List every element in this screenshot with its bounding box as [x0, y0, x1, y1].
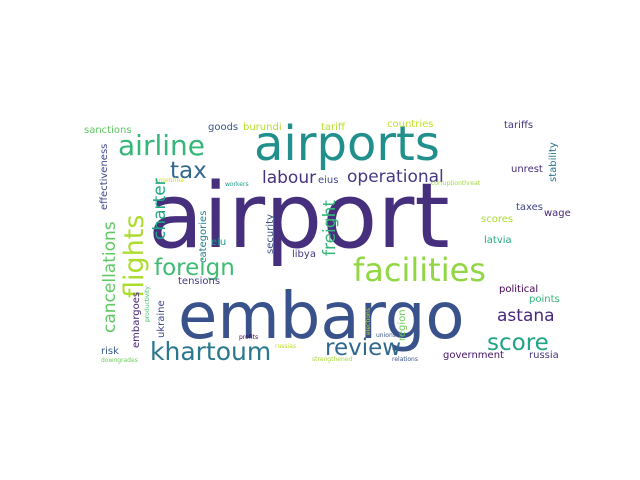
word-points: points	[529, 294, 560, 305]
word-ukraine: ukraine	[156, 300, 167, 338]
word-libya: libya	[292, 249, 316, 260]
word-flights: flights	[119, 215, 150, 298]
word-wage: wage	[544, 208, 571, 219]
word-russias: russias	[275, 343, 296, 350]
word-charter: charter	[150, 178, 170, 240]
word-strengthened: strengthened	[312, 356, 352, 363]
word-airports: airports	[254, 116, 440, 172]
word-freight: freight	[320, 200, 340, 256]
word-government: government	[443, 350, 504, 361]
word-embargo: embargo	[178, 280, 465, 354]
word-political: political	[499, 284, 538, 295]
word-relations: relations	[392, 356, 418, 363]
word-risk: risk	[101, 346, 119, 357]
word-khartoum: khartoum	[150, 337, 271, 366]
word-scores: scores	[481, 214, 513, 225]
word-tariff: tariff	[321, 122, 346, 133]
word-operational: operational	[347, 167, 444, 187]
word-corruptionthreat: corruptionthreat	[431, 180, 481, 187]
word-airline: airline	[118, 129, 205, 162]
word-effectiveness: effectiveness	[99, 144, 110, 210]
word-unions: unions	[376, 332, 396, 339]
word-burundi: burundi	[243, 122, 282, 133]
word-facilities: facilities	[353, 251, 486, 289]
word-tax: tax	[170, 158, 207, 184]
word-region: region	[397, 309, 408, 341]
word-eiu: eiu	[211, 237, 226, 248]
word-embargoes: embargoes	[131, 292, 142, 348]
word-score: score	[487, 330, 549, 356]
word-russia: russia	[529, 350, 559, 361]
word-sanctions: sanctions	[84, 125, 132, 136]
word-eius: eius	[318, 175, 338, 186]
word-airport: airport	[148, 164, 450, 269]
word-downgrades: downgrades	[101, 357, 138, 364]
word-labour: labour	[262, 168, 316, 188]
word-security: security	[265, 214, 276, 254]
word-stability: stability	[548, 142, 559, 182]
word-cancellations: cancellations	[100, 221, 120, 333]
word-review: review	[325, 335, 401, 361]
word-countries: countries	[387, 119, 433, 130]
word-foreign: foreign	[154, 255, 235, 281]
word-tariffs: tariffs	[504, 120, 533, 131]
word-tensions: tensions	[178, 276, 220, 287]
word-latvia: latvia	[484, 235, 512, 246]
word-unrest: unrest	[511, 164, 543, 175]
word-elections: elections	[365, 308, 372, 335]
cloud-panel	[80, 119, 572, 365]
word-taxes: taxes	[516, 202, 543, 213]
word-astana: astana	[497, 306, 555, 326]
word-profits: profits	[239, 334, 258, 341]
word-argentina: argentina	[155, 177, 184, 184]
word-goods: goods	[208, 122, 238, 133]
word-productivity: productivity	[144, 286, 151, 322]
word-workers: workers	[225, 181, 249, 188]
word-categories: categories	[198, 211, 209, 263]
